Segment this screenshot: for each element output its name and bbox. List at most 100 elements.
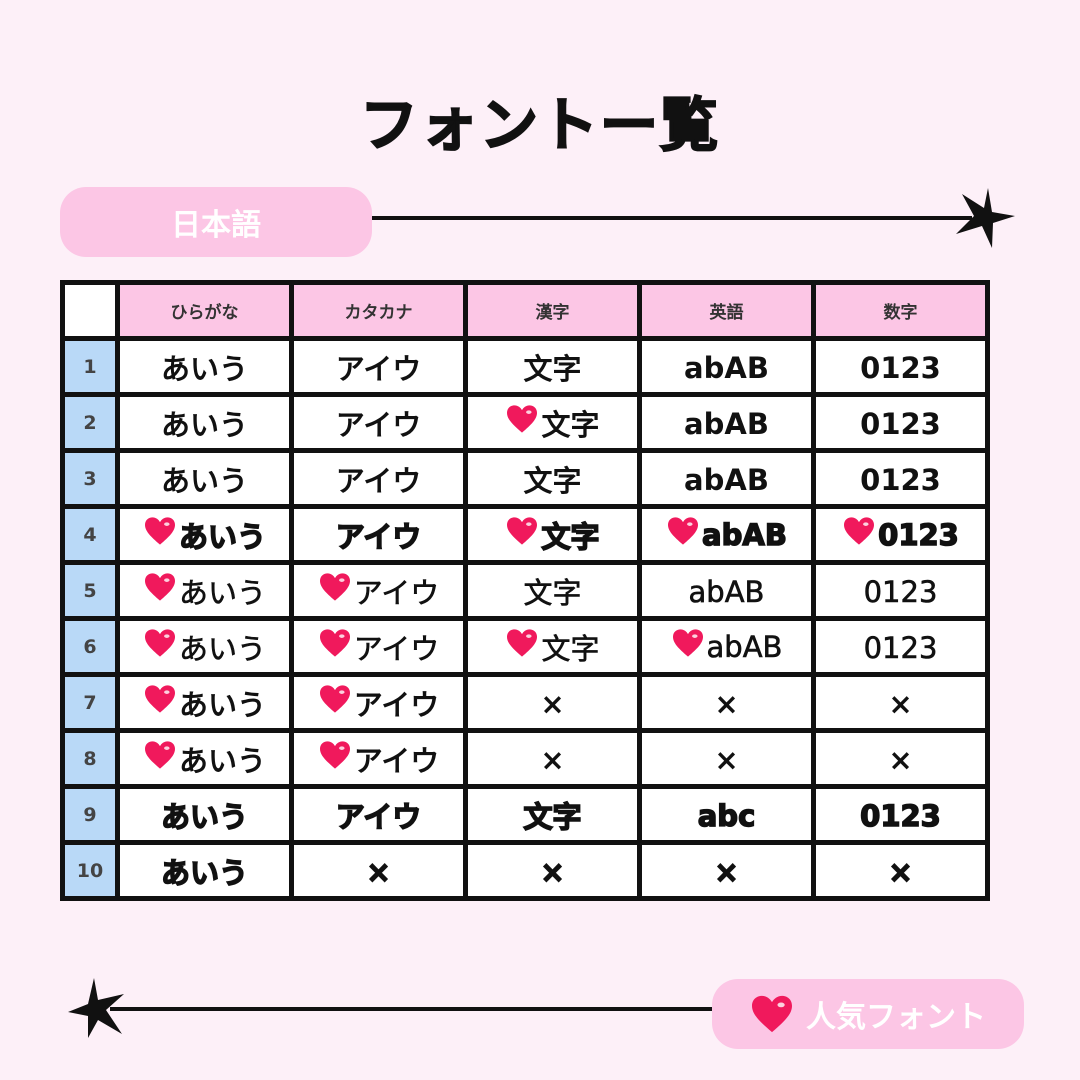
font-sample-text: あいう bbox=[160, 799, 249, 835]
heart-icon bbox=[318, 684, 352, 721]
font-sample-text: 文字 bbox=[541, 631, 600, 666]
divider-line-bottom bbox=[110, 1007, 712, 1011]
page-title: フォントー覧 bbox=[359, 90, 720, 160]
font-sample-text: あいう bbox=[178, 687, 266, 722]
font-sample-text: abAB bbox=[701, 517, 787, 553]
column-header: カタカナ bbox=[289, 280, 468, 341]
legend-label: 人気フォント bbox=[806, 1000, 986, 1035]
table-row: 1 あいう アイウ 文字 abAB 0123 bbox=[60, 336, 990, 397]
font-sample-cell: 文字 bbox=[463, 504, 642, 565]
font-sample-cell: あいう bbox=[115, 560, 294, 621]
row-number: 8 bbox=[60, 728, 120, 789]
font-sample-cell: abAB bbox=[637, 336, 816, 397]
font-sample-cell: アイウ bbox=[289, 616, 468, 677]
font-sample-text: 0123 bbox=[860, 350, 941, 385]
row-number: 9 bbox=[60, 784, 120, 845]
unsupported-mark: × bbox=[888, 742, 913, 777]
font-sample-text: あいう bbox=[160, 855, 249, 891]
heart-icon bbox=[143, 684, 177, 721]
font-sample-cell: 0123 bbox=[811, 336, 990, 397]
column-header: 英語 bbox=[637, 280, 816, 341]
font-sample-text: 0123 bbox=[860, 462, 941, 497]
row-number: 7 bbox=[60, 672, 120, 733]
unsupported-mark: × bbox=[888, 854, 914, 890]
font-sample-text: あいう bbox=[178, 575, 267, 610]
font-sample-cell: アイウ bbox=[289, 448, 468, 509]
font-sample-cell: 0123 bbox=[811, 504, 990, 565]
heart-icon bbox=[505, 404, 539, 441]
row-number: 2 bbox=[60, 392, 120, 453]
heart-icon bbox=[143, 572, 177, 609]
table-row: 9 あいう アイウ 文字 abc 0123 bbox=[60, 784, 990, 845]
heart-icon bbox=[318, 572, 352, 609]
font-sample-cell: あいう bbox=[115, 616, 294, 677]
font-sample-cell: × bbox=[637, 840, 816, 901]
font-sample-cell: 文字 bbox=[463, 616, 642, 677]
font-sample-text: あいう bbox=[178, 743, 266, 778]
font-sample-text: 文字 bbox=[523, 351, 582, 386]
row-number: 3 bbox=[60, 448, 120, 509]
font-sample-cell: アイウ bbox=[289, 560, 468, 621]
font-sample-text: 0123 bbox=[859, 798, 941, 834]
font-sample-text: 0123 bbox=[863, 574, 938, 609]
font-sample-cell: × bbox=[637, 672, 816, 733]
table-row: 7 あいう アイウ × × × bbox=[60, 672, 990, 733]
font-sample-cell: 0123 bbox=[811, 448, 990, 509]
table-row: 6 あいう アイウ 文字 abAB 0123 bbox=[60, 616, 990, 677]
font-sample-cell: abAB bbox=[637, 504, 816, 565]
font-sample-text: 文字 bbox=[523, 463, 582, 498]
corner-cell bbox=[60, 280, 120, 341]
font-sample-cell: × bbox=[811, 672, 990, 733]
unsupported-mark: × bbox=[714, 686, 739, 721]
font-sample-cell: 文字 bbox=[463, 336, 642, 397]
font-sample-text: 文字 bbox=[523, 799, 583, 835]
font-sample-cell: × bbox=[811, 728, 990, 789]
font-sample-text: abAB bbox=[684, 462, 769, 497]
font-sample-cell: あいう bbox=[115, 784, 294, 845]
table-row: 4 あいう アイウ 文字 abAB 0123 bbox=[60, 504, 990, 565]
font-sample-text: アイウ bbox=[335, 519, 422, 555]
font-sample-cell: アイウ bbox=[289, 728, 468, 789]
heart-icon bbox=[842, 516, 876, 553]
font-sample-cell: abAB bbox=[637, 448, 816, 509]
unsupported-mark: × bbox=[540, 686, 565, 721]
font-sample-cell: abAB bbox=[637, 616, 816, 677]
font-sample-cell: 文字 bbox=[463, 784, 642, 845]
font-sample-text: アイウ bbox=[353, 575, 440, 610]
font-sample-text: あいう bbox=[178, 519, 267, 555]
table-row: 2 あいう アイウ 文字 abAB 0123 bbox=[60, 392, 990, 453]
font-sample-text: あいう bbox=[160, 351, 248, 386]
unsupported-mark: × bbox=[366, 854, 392, 890]
font-sample-text: アイウ bbox=[335, 463, 422, 498]
font-sample-cell: abAB bbox=[637, 392, 816, 453]
font-sample-cell: 文字 bbox=[463, 560, 642, 621]
font-sample-text: アイウ bbox=[353, 687, 440, 722]
font-sample-text: abAB bbox=[684, 350, 769, 385]
heart-icon bbox=[318, 628, 352, 665]
unsupported-mark: × bbox=[888, 686, 913, 721]
font-sample-text: アイウ bbox=[335, 799, 422, 835]
font-sample-cell: 0123 bbox=[811, 784, 990, 845]
font-sample-cell: × bbox=[637, 728, 816, 789]
heart-icon bbox=[143, 628, 177, 665]
font-sample-text: アイウ bbox=[335, 351, 422, 386]
font-sample-text: あいう bbox=[160, 463, 248, 498]
table-row: 3 あいう アイウ 文字 abAB 0123 bbox=[60, 448, 990, 509]
font-sample-text: 0123 bbox=[860, 406, 941, 441]
font-sample-cell: あいう bbox=[115, 672, 294, 733]
font-sample-cell: アイウ bbox=[289, 392, 468, 453]
heart-icon bbox=[318, 740, 352, 777]
font-sample-cell: アイウ bbox=[289, 336, 468, 397]
font-sample-text: 0123 bbox=[877, 517, 959, 553]
font-sample-text: 文字 bbox=[541, 519, 601, 555]
unsupported-mark: × bbox=[540, 854, 566, 890]
heart-icon bbox=[505, 628, 539, 665]
column-header: 漢字 bbox=[463, 280, 642, 341]
font-sample-text: abAB bbox=[706, 629, 783, 664]
heart-icon bbox=[671, 628, 705, 665]
row-number: 6 bbox=[60, 616, 120, 677]
font-sample-text: 0123 bbox=[863, 630, 938, 665]
font-sample-text: abc bbox=[697, 798, 756, 834]
font-sample-cell: あいう bbox=[115, 392, 294, 453]
row-number: 4 bbox=[60, 504, 120, 565]
